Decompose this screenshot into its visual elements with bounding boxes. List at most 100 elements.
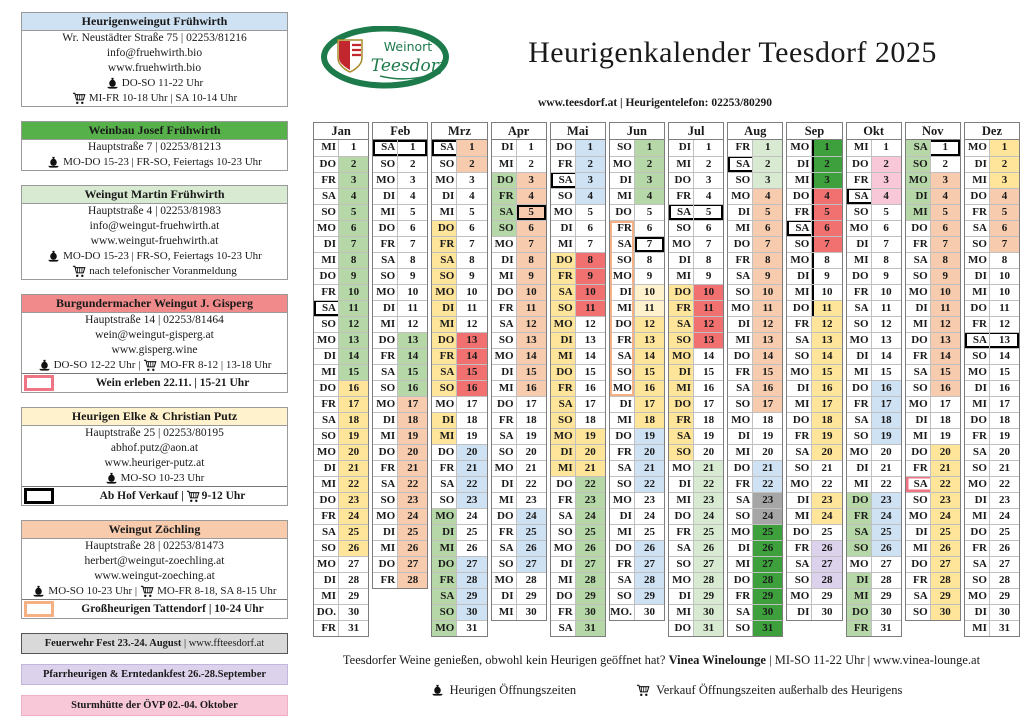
day-number-cell: 12: [398, 316, 428, 332]
weekday-cell: DI: [550, 332, 576, 348]
calendar-day-row: FR 29: [728, 588, 783, 604]
day-number-cell: 20: [634, 444, 665, 460]
calendar-day-row: DO 23: [846, 492, 901, 508]
day-number-cell: 9: [516, 268, 546, 284]
calendar-day-row: SA 20: [787, 444, 842, 460]
day-number-cell: 27: [398, 556, 428, 572]
calendar-day-row: DI 4: [373, 188, 428, 204]
calendar-day-row: SO 24: [728, 508, 783, 524]
weekday-cell: FR: [550, 268, 576, 284]
calendar-day-row: MO 4: [728, 188, 783, 204]
calendar-day-row: MO 22: [964, 476, 1020, 492]
day-number-cell: 27: [634, 556, 665, 572]
weekday-cell: MI: [491, 604, 517, 620]
calendar-day-row: DI 18: [432, 412, 487, 428]
sidebar: Heurigenweingut Frühwirth Wr. Neustädter …: [21, 12, 288, 716]
calendar-day-row: SA 29: [905, 588, 960, 604]
weekday-cell: MI: [491, 492, 517, 508]
day-number-cell: 18: [753, 412, 783, 428]
day-number-cell: 18: [812, 412, 842, 428]
weekday-cell: FR: [905, 572, 931, 588]
calendar-day-row: DI 30: [964, 604, 1020, 620]
weekday-cell: MO: [728, 188, 754, 204]
calendar-day-row: SA 12: [491, 316, 546, 332]
calendar-day-row: SO 28: [964, 572, 1020, 588]
weekday-cell: FR: [728, 140, 754, 156]
weekday-cell: SO: [432, 268, 458, 284]
calendar-day-row: MO 9: [609, 268, 665, 284]
day-number-cell: 29: [516, 588, 546, 604]
weekday-cell: FR: [846, 284, 872, 300]
day-number-cell: 27: [339, 556, 369, 572]
day-number-cell: 6: [457, 220, 487, 236]
calendar-day-row: MO 14: [669, 348, 724, 364]
day-number-cell: 5: [398, 204, 428, 220]
day-number-cell: 2: [694, 156, 724, 172]
day-number-cell: 12: [634, 316, 665, 332]
day-number-cell: 16: [339, 380, 369, 396]
calendar-day-row: DI 10: [609, 284, 665, 300]
day-number-cell: 31: [457, 620, 487, 636]
weekday-cell: DI: [609, 508, 635, 524]
day-number-cell: 15: [871, 364, 901, 380]
calendar-day-row: MO 29: [964, 588, 1020, 604]
weekday-cell: SO: [964, 460, 990, 476]
calendar-day-row: MI 12: [905, 316, 960, 332]
day-number-cell: 11: [753, 300, 783, 316]
calendar-day-row: MO 31: [432, 620, 487, 636]
day-number-cell: 17: [753, 396, 783, 412]
day-number-cell: 13: [989, 332, 1020, 348]
weekday-cell: MO: [609, 268, 635, 284]
weekday-cell: MO: [550, 540, 576, 556]
day-number-cell: 15: [989, 364, 1020, 380]
month-mrz: Mrz SA 1 SO 2 MO 3 DI 4 MI 5 DO 6 FR 7 SA 8 SO 9 MO 10 DI 11 MI…: [431, 122, 488, 637]
weekday-cell: MI: [728, 220, 754, 236]
day-number-cell: 18: [634, 412, 665, 428]
calendar-day-row: DO 7: [728, 236, 783, 252]
day-number-cell: 16: [812, 380, 842, 396]
weekday-cell: DO: [491, 396, 517, 412]
day-number-cell: 26: [989, 540, 1020, 556]
day-number-cell: 27: [989, 556, 1020, 572]
calendar-day-row: MO 14: [491, 348, 546, 364]
card-hours-line: MO-DO 15-23 | FR-SO, Feiertags 10-23 Uhr: [22, 155, 287, 170]
day-number-cell: 27: [812, 556, 842, 572]
calendar-day-row: MO 12: [550, 316, 605, 332]
weekday-cell: DO: [905, 444, 931, 460]
day-number-cell: 27: [694, 556, 724, 572]
day-number-cell: 12: [339, 316, 369, 332]
calendar-day-row: DI 2: [964, 156, 1020, 172]
weekday-cell: MO: [314, 220, 339, 236]
weekday-cell: DI: [609, 172, 635, 188]
calendar-day-row: MI 5: [432, 204, 487, 220]
weekday-cell: FR: [491, 300, 517, 316]
day-number-cell: 2: [516, 156, 546, 172]
calendar-day-row: DI 15: [669, 364, 724, 380]
calendar-day-row: DO 10: [491, 284, 546, 300]
month-header: Sep: [787, 123, 842, 140]
day-number-cell: 5: [634, 204, 665, 220]
calendar-day-row: MO 10: [373, 284, 428, 300]
weekday-cell: FR: [905, 236, 931, 252]
hours-text: MO-DO 15-23 | FR-SO, Feiertags 10-23 Uhr: [63, 250, 262, 262]
calendar-day-row: DI 1: [669, 140, 723, 156]
calendar-day-row: DO 3: [491, 172, 546, 188]
day-number-cell: 26: [575, 540, 605, 556]
calendar-day-row: SO 6: [491, 220, 546, 236]
calendar-day-row: DO 25: [964, 524, 1020, 540]
calendar-day-row: MO 8: [787, 252, 842, 268]
day-number-cell: 12: [753, 316, 783, 332]
calendar-day-row: SO 7: [964, 236, 1020, 252]
day-number-cell: 1: [989, 140, 1020, 156]
day-number-cell: 7: [753, 236, 783, 252]
weekday-cell: DO: [551, 140, 576, 156]
day-number-cell: 6: [516, 220, 546, 236]
calendar-day-row: DI 14: [846, 348, 901, 364]
day-number-cell: 20: [753, 444, 783, 460]
calendar-day-row: SA 3: [550, 172, 605, 188]
footer-note: Teesdorfer Weine genießen, obwohl kein H…: [303, 653, 1020, 668]
weekday-cell: SA: [609, 460, 635, 476]
weekday-cell: DO: [846, 604, 872, 620]
weekday-cell: SO: [432, 492, 458, 508]
weekday-cell: FR: [609, 220, 635, 236]
